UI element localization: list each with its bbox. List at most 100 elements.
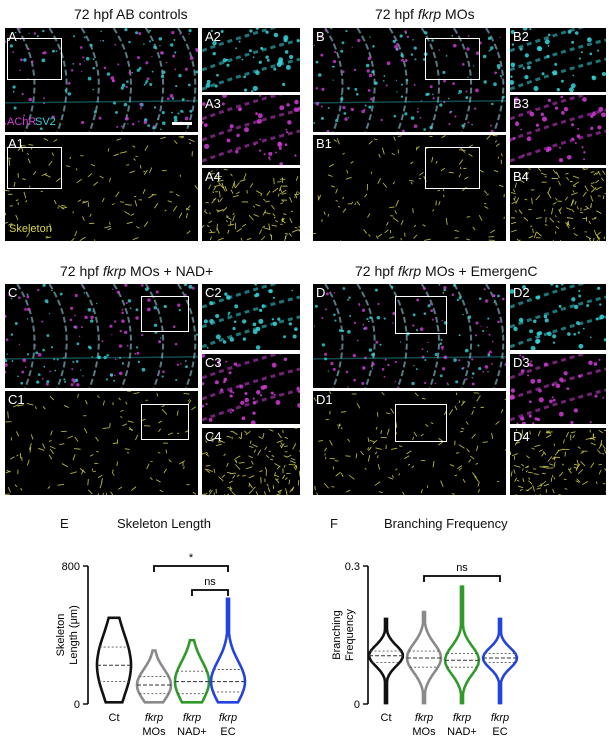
selection-box: [425, 38, 480, 80]
y-tick-label-zero: 0: [354, 699, 360, 711]
panel-b2-sv2: B2: [510, 28, 606, 92]
title-fkrp-emergenc: 72 hpf fkrp MOs + EmergenC: [355, 263, 538, 279]
y-axis-label: SkeletonLength (μm): [55, 605, 80, 665]
micrograph-texture: [5, 284, 198, 388]
x-tick-label-2: fkrp: [453, 712, 471, 724]
micrograph-texture: [510, 95, 606, 163]
y-tick-label-zero: 0: [74, 699, 80, 711]
panel-a4-skeleton: A4: [202, 168, 300, 241]
x-tick-label-2: fkrp: [183, 712, 201, 724]
violin-3: [209, 597, 247, 704]
violin-2: [173, 638, 211, 704]
y-tick-label-max: 0.3: [345, 561, 360, 573]
panel-label: B: [316, 29, 325, 44]
panel-letter-f: F: [330, 516, 338, 531]
significance-label-1: ns: [204, 576, 216, 588]
x-tick-label-line2-2: NAD+: [447, 726, 477, 738]
panel-letter-e: E: [60, 516, 69, 531]
panel-label: C3: [205, 355, 222, 370]
title-text: 72 hpf: [60, 263, 103, 279]
x-tick-label-0: Ct: [109, 712, 120, 724]
significance-bracket-1: [191, 589, 229, 596]
panel-a2-sv2: A2: [202, 28, 300, 92]
panel-label: A: [8, 29, 17, 44]
stain-label-sv2: SV2: [35, 116, 56, 128]
panel-label: C2: [205, 285, 222, 300]
panel-d3-achr: D3: [510, 354, 606, 424]
micrograph-texture: [202, 28, 300, 92]
micrograph-texture: [510, 284, 606, 350]
x-tick-label-line2-3: EC: [220, 726, 235, 738]
micrograph-texture: [510, 168, 606, 241]
significance-bracket-0: [153, 565, 229, 572]
panel-label: A3: [205, 96, 221, 111]
selection-box: [395, 404, 447, 442]
title-text: 72 hpf AB controls: [74, 6, 188, 22]
micrograph-texture: [202, 168, 300, 241]
selection-box: [7, 147, 62, 189]
stain-label-achr: AChR: [7, 116, 37, 128]
x-tick-label-1: fkrp: [415, 712, 433, 724]
violin-0: [95, 616, 133, 704]
title-gene: fkrp: [397, 263, 422, 279]
y-tick-label-max: 800: [62, 561, 80, 573]
title-fkrp-nad: 72 hpf fkrp MOs + NAD+: [60, 263, 213, 279]
x-tick-label-3: fkrp: [219, 712, 237, 724]
title-text: 72 hpf: [375, 6, 418, 22]
selection-box: [7, 38, 62, 80]
micrograph-texture: [202, 354, 300, 424]
panel-label: B2: [513, 29, 529, 44]
significance-label-0: ns: [456, 562, 468, 574]
scale-bar: [172, 122, 192, 125]
panel-label: C4: [205, 429, 222, 444]
panel-label: C1: [8, 392, 25, 407]
panel-label: D1: [316, 392, 333, 407]
panel-label: B3: [513, 96, 529, 111]
micrograph-texture: [202, 284, 300, 350]
significance-bracket-0: [423, 575, 501, 582]
panel-d2-sv2: D2: [510, 284, 606, 350]
micrograph-texture: [510, 354, 606, 424]
panel-label: C: [8, 285, 18, 300]
micrograph-texture: [202, 95, 300, 165]
panel-a3-achr: A3: [202, 95, 300, 165]
x-tick-label-3: fkrp: [491, 712, 509, 724]
panel-a-merge: A AChR SV2: [5, 28, 198, 132]
violin-chart-skeleton-length: 800 0 SkeletonLength (μm) Ct fkrp MOs fkrp NAD+…: [55, 552, 247, 738]
micrograph-texture: [5, 135, 198, 241]
title-gene: fkrp: [102, 263, 127, 279]
title-ab-controls: 72 hpf AB controls: [74, 6, 188, 22]
panel-label: D: [316, 285, 326, 300]
panel-d1-skeleton: D1: [313, 391, 506, 495]
chart-title-e: Skeleton Length: [117, 516, 211, 531]
micrograph-texture: [313, 284, 506, 388]
micrograph-texture: [5, 391, 197, 495]
x-tick-label-line2-3: EC: [492, 726, 507, 738]
panel-a1-skeleton: A1 Skeleton: [5, 135, 198, 241]
selection-box: [425, 147, 480, 189]
violin-1: [135, 649, 173, 704]
chart-title-f: Branching Frequency: [384, 516, 508, 531]
selection-box: [141, 296, 189, 332]
panel-d4-skeleton: D4: [510, 428, 606, 495]
micrograph-texture: [5, 28, 198, 132]
micrograph-texture: [510, 429, 606, 495]
stain-label-skeleton: Skeleton: [9, 223, 52, 235]
x-tick-label-line2-2: NAD+: [177, 726, 207, 738]
selection-box: [141, 404, 189, 440]
micrograph-texture: [510, 28, 606, 92]
title-text: 72 hpf: [355, 263, 398, 279]
title-fkrp-mos: 72 hpf fkrp MOs: [375, 6, 475, 22]
x-tick-label-line2-1: MOs: [142, 726, 166, 738]
panel-label: D4: [513, 429, 530, 444]
micrograph-texture: [313, 135, 505, 241]
x-tick-label-1: fkrp: [145, 712, 163, 724]
panel-b4-skeleton: B4: [510, 168, 606, 241]
title-text: MOs: [441, 6, 475, 22]
title-text: MOs + NAD+: [126, 263, 214, 279]
panel-label: D2: [513, 285, 530, 300]
panel-label: B1: [316, 136, 332, 151]
violin-0: [367, 617, 405, 705]
selection-box: [395, 296, 447, 334]
title-gene: fkrp: [417, 6, 442, 22]
